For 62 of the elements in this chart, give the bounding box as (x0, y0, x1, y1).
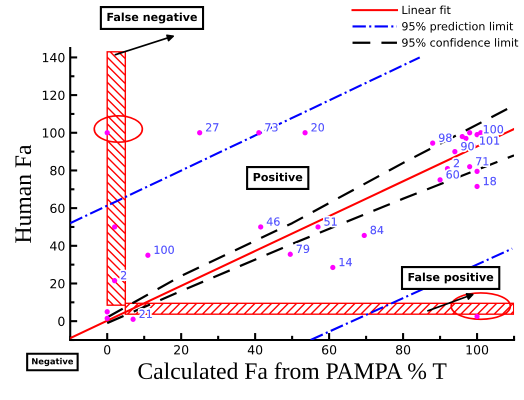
y-tick-label: 20 (50, 278, 65, 288)
annotation: 60 (446, 170, 460, 179)
y-tick-label: 120 (42, 90, 65, 100)
point (130, 316, 136, 322)
annotation: 98 (438, 134, 452, 142)
point (474, 184, 480, 190)
y-tick-label: 140 (42, 52, 65, 62)
point (467, 130, 472, 136)
annotation: False positive (408, 272, 494, 284)
y-tick-label: 60 (50, 204, 65, 214)
x-tick-label: 20 (174, 345, 188, 355)
point (256, 130, 262, 136)
annotation: 100 (484, 125, 504, 134)
point (430, 140, 436, 146)
annotation: 71 (476, 157, 488, 166)
x-tick-label: 100 (466, 345, 488, 355)
point (330, 264, 336, 270)
annotation: 2 (454, 158, 459, 168)
point (288, 252, 293, 257)
point (437, 177, 443, 182)
point (467, 164, 472, 170)
legend-label: 95% prediction limit (402, 22, 514, 33)
x-axis-title: Calculated Fa from PAMPA % T (138, 362, 446, 380)
annotation: Positive (254, 172, 302, 182)
annotation: 27 (206, 123, 218, 132)
x-tick-label: 60 (322, 345, 336, 355)
point (112, 224, 118, 230)
point (463, 136, 469, 142)
annotation: 20 (311, 123, 324, 132)
annotation: 18 (484, 176, 496, 186)
point (197, 130, 202, 136)
point (452, 149, 458, 154)
annotation: 14 (340, 258, 352, 266)
y-tick-label: 80 (50, 166, 65, 176)
y-tick-label: 40 (50, 241, 65, 251)
annotation: 84 (370, 226, 384, 234)
annotation: 51 (324, 217, 337, 226)
point (362, 232, 367, 238)
point (474, 168, 480, 174)
y-tick-label: 0 (58, 316, 65, 326)
point (104, 130, 110, 136)
legend-label: Linear fit (402, 6, 451, 14)
text: False negative (107, 12, 197, 24)
x-tick-label: 80 (396, 345, 410, 355)
x-tick-label: 40 (248, 345, 262, 355)
point (104, 316, 110, 321)
annotation: 46 (266, 217, 280, 226)
point (104, 309, 110, 314)
point (258, 224, 264, 230)
y-axis-title: Human Fa (15, 144, 32, 243)
annotation: 100 (154, 246, 174, 254)
y-tick-label: 100 (42, 128, 65, 138)
point (315, 224, 321, 230)
text: Negative (32, 358, 74, 366)
legend-label: 95% confidence limit (402, 38, 518, 47)
annotation: 79 (296, 244, 310, 254)
point (302, 130, 308, 136)
line-series (106, 154, 514, 324)
point (112, 278, 118, 284)
point (145, 252, 150, 258)
point (474, 314, 480, 320)
x-tick-label: 0 (104, 345, 110, 355)
